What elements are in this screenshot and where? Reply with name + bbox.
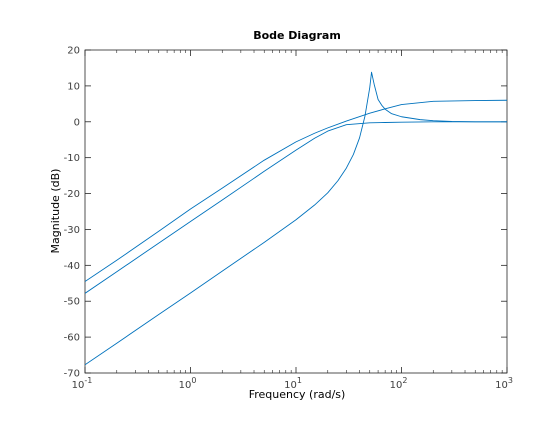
y-tick-label: 10 (67, 81, 80, 92)
x-tick-label: 103 (495, 376, 513, 391)
y-tick-label: -70 (64, 369, 80, 380)
y-axis-label: Magnitude (dB) (49, 169, 62, 254)
series-line-3 (85, 71, 507, 366)
chart-title: Bode Diagram (253, 29, 341, 42)
y-tick-label: -10 (64, 153, 80, 164)
y-tick-label: -40 (64, 261, 80, 272)
y-tick-label: -60 (64, 333, 80, 344)
y-tick-label: -20 (64, 189, 80, 200)
x-axis-label: Frequency (rad/s) (249, 388, 346, 401)
y-tick-label: -50 (64, 297, 80, 308)
plot-area: 10-1 100 101 102 10320100-10-20-30-40-50-60-… (64, 46, 513, 392)
y-tick-label: 0 (74, 117, 80, 128)
x-tick-label: 101 (284, 376, 302, 391)
x-tick-label: 10-1 (72, 376, 93, 391)
y-tick-label: -30 (64, 225, 80, 236)
series-line-2 (85, 121, 507, 294)
y-tick-label: 20 (67, 46, 80, 57)
series-line-1 (85, 99, 507, 282)
x-tick-label: 100 (179, 376, 197, 391)
x-tick-label: 102 (390, 376, 408, 391)
